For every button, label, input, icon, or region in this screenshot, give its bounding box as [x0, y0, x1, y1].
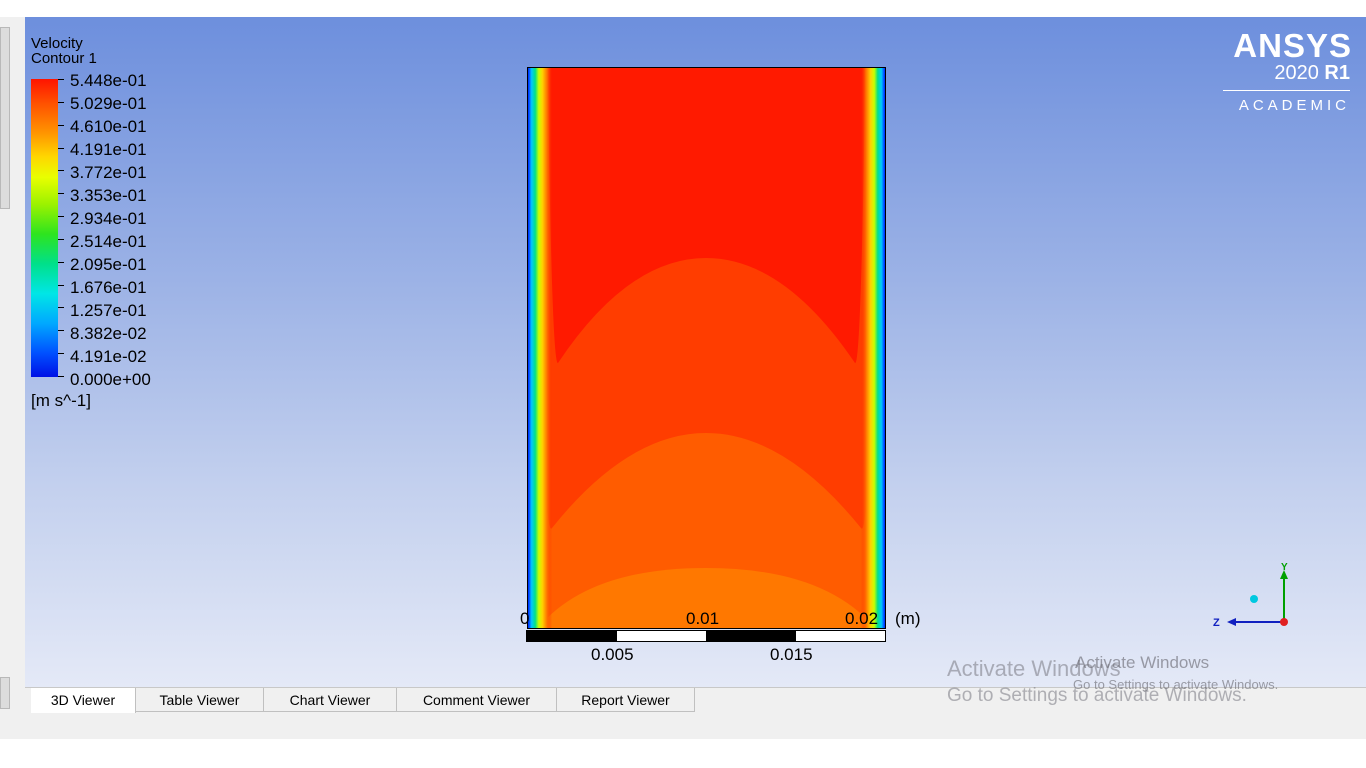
legend-tick — [58, 216, 64, 218]
right-wall-gradient — [861, 68, 885, 628]
left-wall-gradient — [528, 68, 552, 628]
ansys-edition: ACADEMIC — [1238, 97, 1350, 114]
legend-label: 0.000e+00 — [70, 370, 151, 389]
band-4 — [538, 568, 875, 628]
z-axis-label: Z — [1213, 617, 1220, 629]
legend-color-bar — [31, 79, 58, 377]
contour-svg — [528, 68, 885, 628]
legend-unit: [m s^-1] — [31, 391, 91, 410]
legend-label: 2.514e-01 — [70, 232, 147, 251]
band-3 — [542, 398, 871, 628]
legend-label: 1.676e-01 — [70, 278, 147, 297]
ruler-label-0-01: 0.01 — [686, 609, 720, 628]
left-scrollbar-lower[interactable] — [0, 677, 10, 709]
axis-triad-icon[interactable]: Y Z — [1205, 562, 1295, 632]
ruler-label-0-02: 0.02 — [845, 609, 879, 628]
legend-tick — [58, 193, 64, 195]
bottom-margin — [0, 739, 1366, 768]
y-axis-arrow — [1280, 570, 1288, 579]
legend-label: 2.095e-01 — [70, 255, 147, 274]
ruler-label-0-005: 0.005 — [591, 645, 634, 664]
scale-bar — [526, 630, 886, 642]
legend-label: 4.610e-01 — [70, 117, 147, 136]
legend-tick — [58, 124, 64, 126]
logo-divider — [1223, 90, 1350, 91]
legend-tick — [58, 170, 64, 172]
scale-segment-dark — [706, 631, 796, 641]
tab-3d-viewer[interactable]: 3D Viewer — [31, 688, 136, 714]
x-axis-dot — [1280, 618, 1288, 626]
legend-label: 4.191e-01 — [70, 140, 147, 159]
legend-tick — [58, 147, 64, 149]
ruler-label-0-015: 0.015 — [770, 645, 813, 664]
legend-label: 5.029e-01 — [70, 94, 147, 113]
legend-tick — [58, 238, 64, 240]
legend-label: 1.257e-01 — [70, 301, 147, 320]
legend-title: Velocity Contour 1 — [31, 36, 97, 66]
legend-label: 3.353e-01 — [70, 186, 147, 205]
activate-windows-watermark: Activate Windows — [947, 656, 1121, 681]
legend-tick — [58, 79, 64, 80]
y-axis-label: Y — [1281, 562, 1288, 573]
activate-windows-hint: Go to Settings to activate Windows. — [947, 685, 1247, 706]
legend-tick — [58, 261, 64, 263]
tab-report-viewer[interactable]: Report Viewer — [557, 688, 695, 712]
3d-viewport[interactable]: Velocity Contour 1 5.448e-01 5.029e-01 4… — [25, 17, 1366, 687]
scale-segment-dark — [527, 631, 617, 641]
legend-label: 5.448e-01 — [70, 71, 147, 90]
legend-title-contour: Contour 1 — [31, 50, 97, 67]
legend-label: 3.772e-01 — [70, 163, 147, 182]
activate-windows-hint-overlay: Go to Settings to activate Windows. — [1073, 677, 1279, 692]
tab-table-viewer[interactable]: Table Viewer — [136, 688, 264, 712]
legend-tick — [58, 330, 64, 332]
legend-tick — [58, 307, 64, 309]
ruler-label-0: 0 — [520, 609, 530, 628]
ruler-unit: (m) — [895, 609, 921, 628]
ansys-logo: ANSYS — [1233, 27, 1352, 64]
velocity-contour-plot — [527, 67, 886, 629]
status-area — [0, 713, 1366, 739]
z-axis-arrow — [1227, 618, 1236, 626]
viewer-tab-bar: 3D Viewer Table Viewer Chart Viewer Comm… — [25, 687, 1366, 714]
legend-tick — [58, 101, 64, 103]
legend-ticks — [58, 79, 66, 377]
legend-tick — [58, 353, 64, 355]
tab-comment-viewer[interactable]: Comment Viewer — [397, 688, 557, 712]
view-dot — [1250, 595, 1258, 603]
scale-segment-light — [616, 631, 706, 641]
left-panel-edge — [0, 17, 26, 713]
version-year: 2020 — [1274, 62, 1319, 84]
scale-segment-light — [795, 631, 885, 641]
left-scrollbar[interactable] — [0, 27, 10, 209]
legend-tick — [58, 284, 64, 286]
legend-tick — [58, 376, 64, 377]
tab-chart-viewer[interactable]: Chart Viewer — [264, 688, 397, 712]
top-bar — [0, 0, 1366, 17]
ansys-version: 2020 R1 — [1274, 62, 1350, 85]
legend-label: 4.191e-02 — [70, 347, 147, 366]
legend-label: 8.382e-02 — [70, 324, 147, 343]
legend-label: 2.934e-01 — [70, 209, 147, 228]
legend-title-variable: Velocity — [31, 35, 83, 52]
version-release: R1 — [1324, 62, 1350, 84]
activate-windows-watermark-overlay: Activate Windows — [1075, 653, 1210, 672]
